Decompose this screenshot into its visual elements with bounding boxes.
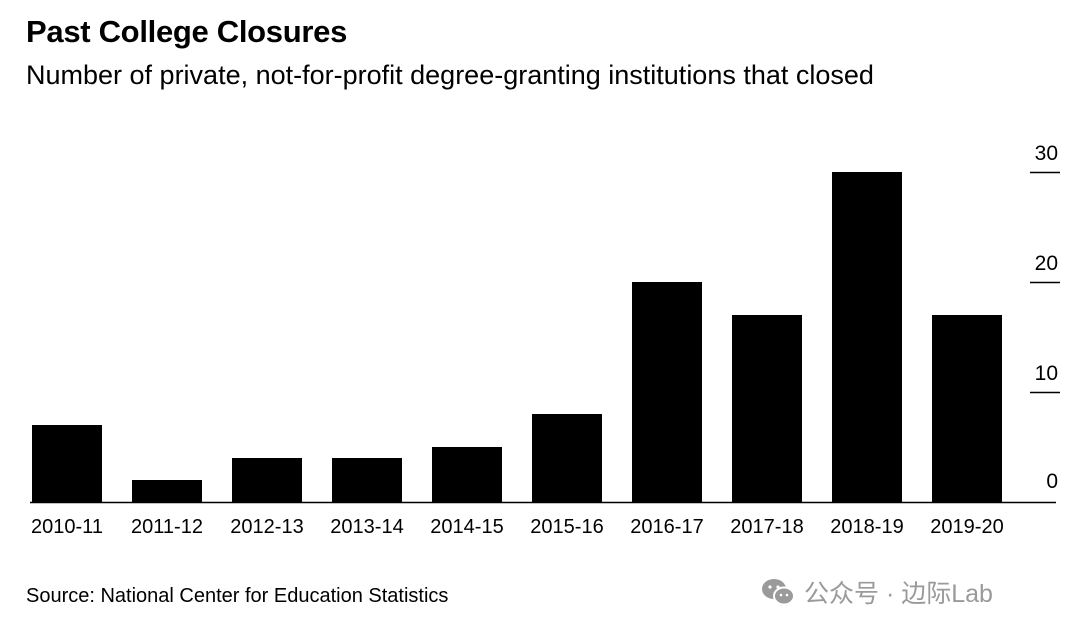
bar-2011-12 — [132, 480, 202, 502]
watermark: 公众号 · 边际Lab — [760, 574, 993, 610]
x-tick-label: 2014-15 — [430, 516, 503, 538]
x-tick-label: 2011-12 — [131, 516, 203, 538]
bar-2016-17 — [632, 282, 702, 502]
source-note: Source: National Center for Education St… — [26, 585, 449, 607]
watermark-text: 公众号 · 边际Lab — [804, 580, 993, 608]
bar-2017-18 — [732, 315, 802, 502]
bar-2019-20 — [932, 315, 1002, 502]
x-tick-label: 2015-16 — [530, 516, 603, 538]
x-tick-label: 2018-19 — [830, 516, 903, 538]
bar-2012-13 — [232, 458, 302, 502]
x-tick-label: 2010-11 — [31, 516, 103, 538]
y-tick-label: 30 — [1035, 142, 1058, 165]
y-tick-label: 20 — [1035, 252, 1058, 275]
x-tick-label: 2012-13 — [230, 516, 303, 538]
chart-subtitle: Number of private, not-for-profit degree… — [26, 60, 874, 90]
x-tick-label: 2019-20 — [930, 516, 1003, 538]
bar-2013-14 — [332, 458, 402, 502]
bar-2015-16 — [532, 414, 602, 502]
bar-2010-11 — [32, 425, 102, 502]
chart-title: Past College Closures — [26, 14, 348, 49]
bar-2014-15 — [432, 447, 502, 502]
y-tick-label: 10 — [1035, 362, 1058, 385]
y-tick-label: 0 — [1046, 470, 1058, 493]
x-tick-label: 2016-17 — [630, 516, 703, 538]
x-tick-label: 2017-18 — [730, 516, 803, 538]
bar-2018-19 — [832, 172, 902, 502]
wechat-icon — [762, 579, 795, 606]
x-tick-label: 2013-14 — [330, 516, 403, 538]
